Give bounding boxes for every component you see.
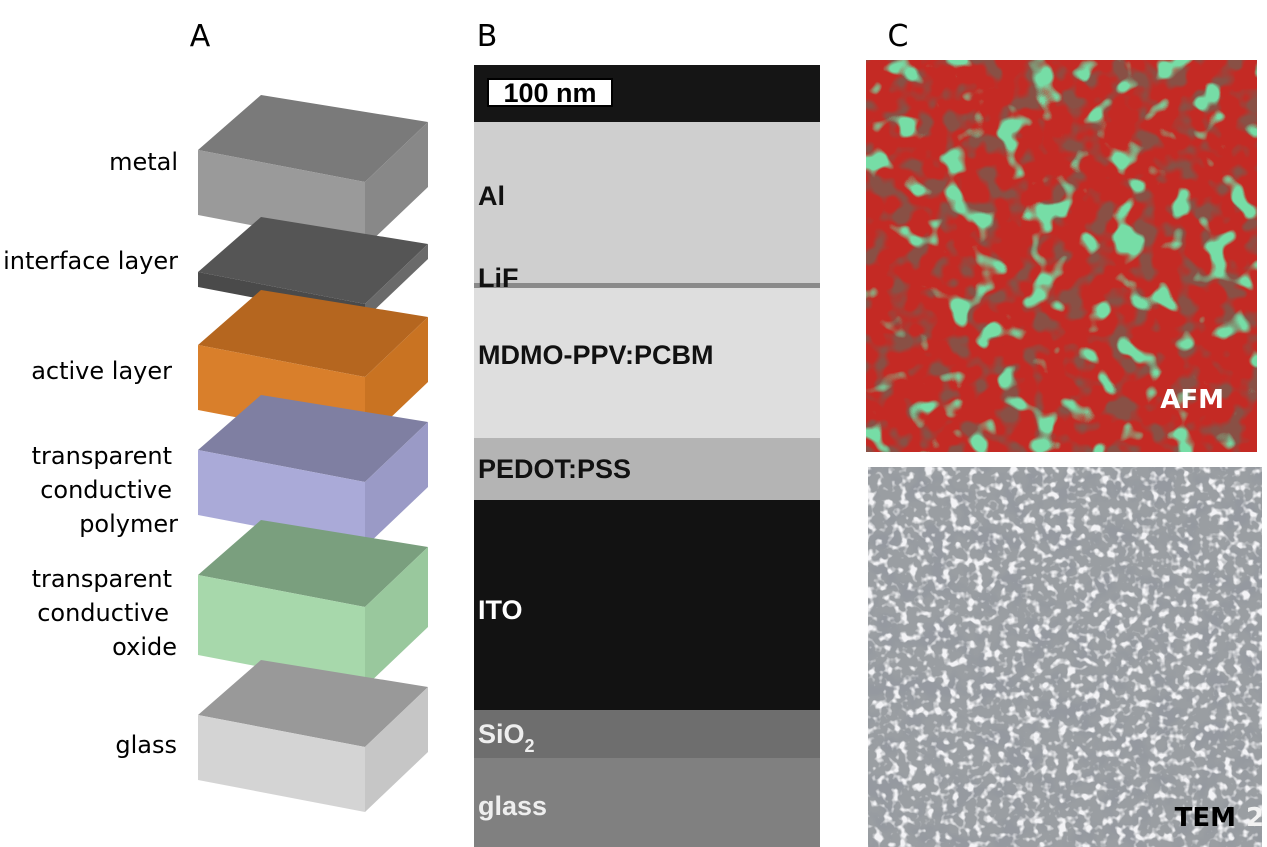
image-label: TEM <box>1175 803 1236 833</box>
layer-label: transparent <box>32 442 172 470</box>
block-front <box>198 150 365 247</box>
layer-label: interface layer <box>3 247 178 275</box>
band <box>474 710 820 758</box>
layer-label: conductive <box>40 476 172 504</box>
scale-bar <box>487 78 613 107</box>
layer-name: glass <box>478 791 547 821</box>
panel-letter: A <box>190 19 211 54</box>
image-label: AFM <box>1160 385 1224 415</box>
band <box>474 122 820 284</box>
band <box>474 283 820 288</box>
band <box>474 288 820 438</box>
tem-cross-section <box>474 65 820 847</box>
block-front <box>198 450 365 547</box>
block-top <box>198 395 428 482</box>
tem-light <box>868 467 1262 847</box>
block-side <box>365 244 428 319</box>
block-front <box>198 715 365 812</box>
layer-label: glass <box>115 731 177 759</box>
block-side <box>365 422 428 547</box>
layer-name: PEDOT:PSS <box>478 454 631 484</box>
image-label: 2 <box>1246 803 1264 833</box>
block-top <box>198 660 428 747</box>
layer-name-main: SiO <box>478 719 525 749</box>
afm-green <box>866 60 1257 452</box>
layer-name: ITO <box>478 595 523 625</box>
layer-name: LiF <box>478 263 519 293</box>
panel-letter: B <box>477 19 498 54</box>
scale-bar-label: 100 nm <box>503 78 596 108</box>
layer-name-sub: 2 <box>525 736 535 756</box>
layer-label: metal <box>109 148 178 176</box>
layer-label: transparent <box>32 565 172 593</box>
layer-stack <box>198 95 428 812</box>
layer-name: SiO2 <box>478 719 535 756</box>
tem-image <box>868 467 1262 847</box>
band <box>474 438 820 500</box>
block-top <box>198 290 428 377</box>
block-front <box>198 575 365 687</box>
layer-label: polymer <box>79 510 178 538</box>
block-side <box>365 317 428 442</box>
layer-label: oxide <box>112 633 177 661</box>
block-top <box>198 520 428 607</box>
block-side <box>365 122 428 247</box>
afm-image <box>866 60 1257 452</box>
panel-letter: C <box>888 19 909 54</box>
layer-name: MDMO-PPV:PCBM <box>478 340 714 370</box>
layer-name: Al <box>478 181 505 211</box>
layer-label: active layer <box>31 357 172 385</box>
block-top <box>198 217 428 304</box>
layer-label: conductive <box>37 599 169 627</box>
band <box>474 500 820 710</box>
block-side <box>365 547 428 687</box>
block-side <box>365 687 428 812</box>
band <box>474 758 820 847</box>
block-top <box>198 95 428 182</box>
